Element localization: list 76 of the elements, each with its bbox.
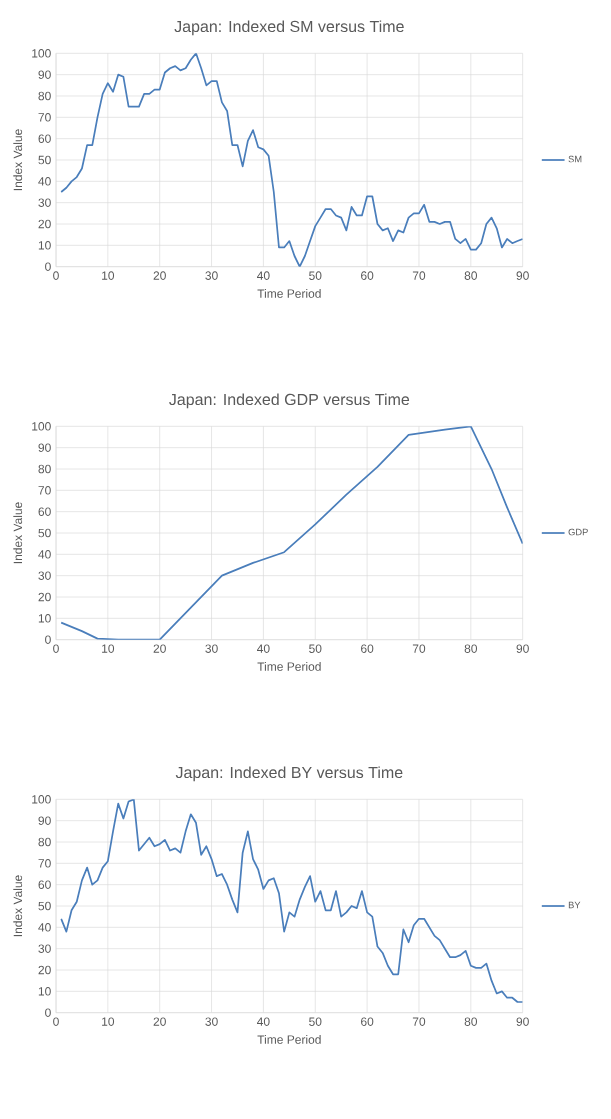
y-tick-label: 40: [38, 923, 51, 932]
x-tick-label: 40: [257, 644, 270, 653]
chart-title: Japan: Indexed GDP versus Time: [169, 393, 410, 409]
x-tick-label: 90: [516, 644, 529, 653]
x-tick-label: 20: [153, 271, 166, 280]
y-tick-label: 20: [38, 965, 51, 975]
x-tick-label: 40: [257, 271, 270, 280]
x-tick-label: 70: [412, 644, 426, 653]
y-axis-title: Index Value: [13, 129, 23, 191]
legend-label: SM: [568, 155, 582, 163]
x-axis-title: Time Period: [257, 1035, 321, 1044]
x-tick-label: 90: [516, 1017, 529, 1026]
y-tick-label: 30: [38, 571, 51, 580]
y-tick-label: 0: [45, 262, 51, 271]
y-tick-label: 80: [38, 91, 51, 101]
y-tick-label: 30: [38, 198, 51, 207]
x-tick-label: 60: [361, 1017, 374, 1026]
y-tick-label: 40: [38, 177, 51, 186]
y-tick-label: 50: [38, 528, 51, 538]
line-series: [60, 426, 523, 640]
x-tick-label: 40: [257, 1017, 270, 1026]
x-tick-label: 20: [153, 644, 166, 653]
x-tick-label: 60: [361, 271, 374, 280]
x-tick-label: 30: [205, 644, 218, 653]
y-axis-title: Index Value: [13, 502, 23, 564]
chart-title: Japan: Indexed SM versus Time: [174, 20, 404, 36]
y-tick-label: 60: [38, 880, 51, 889]
x-tick-label: 80: [464, 644, 478, 653]
y-tick-label: 50: [38, 155, 51, 165]
y-tick-label: 20: [38, 219, 51, 229]
y-tick-label: 30: [38, 944, 51, 953]
x-tick-label: 50: [309, 644, 322, 653]
legend-label: GDP: [568, 528, 588, 536]
x-tick-label: 20: [153, 1017, 166, 1026]
x-tick-label: 10: [102, 644, 115, 653]
x-tick-label: 0: [53, 1017, 59, 1026]
y-tick-label: 10: [38, 241, 51, 250]
x-tick-label: 60: [361, 644, 374, 653]
x-tick-label: 80: [464, 1017, 478, 1026]
x-axis-title: Time Period: [257, 662, 321, 671]
x-tick-label: 0: [53, 271, 59, 280]
y-tick-label: 90: [38, 70, 51, 79]
chart-title: Japan: Indexed BY versus Time: [175, 766, 403, 782]
y-tick-label: 50: [38, 901, 51, 911]
y-tick-label: 90: [38, 443, 51, 452]
x-tick-label: 90: [516, 271, 529, 280]
y-tick-label: 100: [32, 795, 51, 804]
y-tick-label: 70: [38, 859, 51, 868]
legend-label: BY: [568, 901, 581, 909]
x-tick-label: 0: [53, 644, 59, 653]
y-tick-label: 70: [38, 486, 51, 495]
y-tick-label: 20: [38, 592, 51, 602]
y-tick-label: 100: [32, 422, 51, 431]
y-tick-label: 0: [45, 1008, 51, 1017]
y-tick-label: 90: [38, 816, 51, 825]
y-tick-label: 10: [38, 614, 51, 623]
y-tick-label: 70: [38, 113, 51, 122]
y-tick-label: 0: [45, 635, 51, 644]
y-tick-label: 40: [38, 550, 51, 559]
y-tick-label: 60: [38, 507, 51, 516]
y-tick-label: 60: [38, 134, 51, 143]
x-tick-label: 30: [205, 1017, 218, 1026]
x-tick-label: 70: [412, 1017, 426, 1026]
x-tick-label: 30: [205, 271, 218, 280]
x-tick-label: 10: [102, 271, 115, 280]
y-tick-label: 80: [38, 837, 51, 847]
x-tick-label: 10: [102, 1017, 115, 1026]
x-tick-label: 50: [309, 271, 322, 280]
y-tick-label: 10: [38, 987, 51, 996]
x-tick-label: 50: [309, 1017, 322, 1026]
x-tick-label: 70: [412, 271, 426, 280]
y-tick-label: 80: [38, 464, 51, 474]
y-axis-title: Index Value: [13, 875, 23, 937]
x-axis-title: Time Period: [257, 289, 321, 298]
x-tick-label: 80: [464, 271, 478, 280]
y-tick-label: 100: [32, 49, 51, 58]
